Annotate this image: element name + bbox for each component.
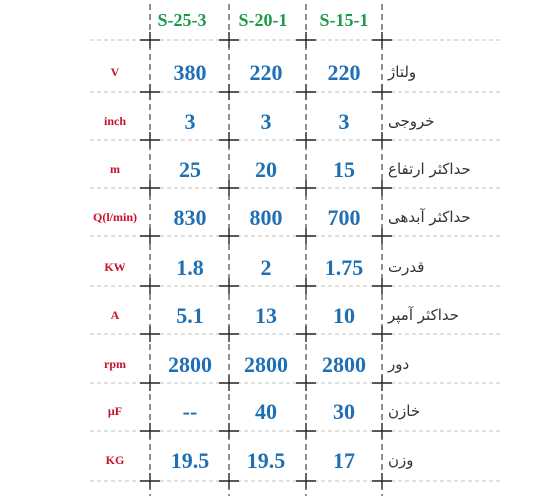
column-header-s-20-1: S-20-1 xyxy=(238,10,288,30)
row-label: حداکثر ارتفاع xyxy=(388,160,471,178)
value-cell: 30 xyxy=(333,399,355,424)
value-cell: 13 xyxy=(255,303,277,328)
value-cell: 830 xyxy=(173,205,207,230)
column-header-s-25-3: S-25-3 xyxy=(157,10,207,30)
value-cell: 5.1 xyxy=(176,303,204,328)
row-label: خازن xyxy=(388,402,421,420)
row-label: دور xyxy=(388,355,410,373)
unit-label: m xyxy=(110,162,120,176)
value-cell: 700 xyxy=(327,205,361,230)
value-cell: 10 xyxy=(333,303,355,328)
unit-label: μF xyxy=(107,404,123,418)
row-label: حداکثر آمپر xyxy=(388,306,460,324)
unit-label: KG xyxy=(105,453,125,467)
value-cell: 25 xyxy=(179,157,201,182)
unit-label: V xyxy=(110,65,120,79)
value-cell: 220 xyxy=(249,60,283,85)
row-label: وزن xyxy=(388,451,414,469)
row-label: حداکثر آبدهی xyxy=(388,208,471,226)
value-cell: 220 xyxy=(327,60,361,85)
value-cell: 3 xyxy=(260,109,272,134)
value-cell: 1.75 xyxy=(324,255,364,280)
value-cell: 40 xyxy=(255,399,277,424)
value-cell: 2800 xyxy=(244,352,288,377)
value-cell: -- xyxy=(182,399,198,424)
row-label: ولتاژ xyxy=(388,63,417,81)
value-cell: 20 xyxy=(255,157,277,182)
value-cell: 2800 xyxy=(168,352,212,377)
value-cell: 15 xyxy=(333,157,355,182)
value-cell: 2 xyxy=(260,255,272,280)
value-cell: 800 xyxy=(249,205,283,230)
row-label: خروجی xyxy=(388,112,435,130)
row-label: قدرت xyxy=(388,258,425,276)
value-cell: 19.5 xyxy=(246,448,286,473)
value-cell: 1.8 xyxy=(176,255,204,280)
value-cell: 3 xyxy=(338,109,350,134)
unit-label: KW xyxy=(104,260,126,274)
value-cell: 380 xyxy=(173,60,207,85)
unit-label: inch xyxy=(103,114,126,128)
unit-label: A xyxy=(110,308,120,322)
value-cell: 19.5 xyxy=(170,448,210,473)
unit-label: Q(l/min) xyxy=(93,210,137,224)
value-cell: 3 xyxy=(184,109,196,134)
unit-label: rpm xyxy=(104,357,126,371)
value-cell: 17 xyxy=(333,448,355,473)
value-cell: 2800 xyxy=(322,352,366,377)
column-header-s-15-1: S-15-1 xyxy=(319,10,369,30)
